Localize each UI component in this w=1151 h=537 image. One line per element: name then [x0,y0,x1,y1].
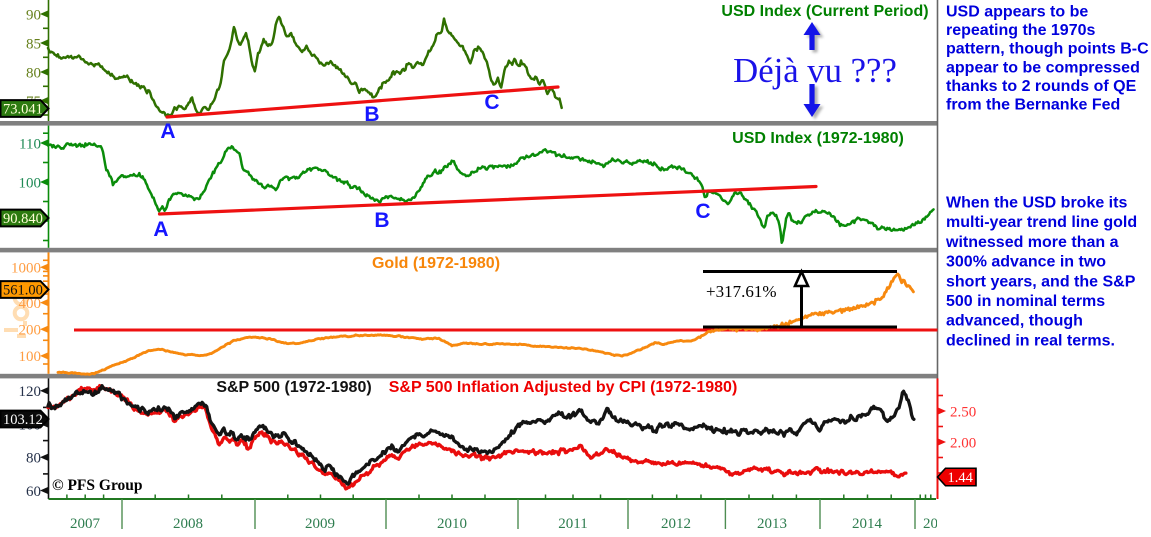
svg-text:400: 400 [19,296,42,312]
svg-text:100: 100 [19,349,42,365]
svg-text:500 in nominal terms: 500 in nominal terms [946,293,1105,310]
svg-text:appear to be compressed: appear to be compressed [946,59,1140,76]
svg-text:1.44: 1.44 [948,470,974,486]
svg-text:repeating the 1970s: repeating the 1970s [946,22,1096,39]
svg-text:S&P 500 Inflation Adjusted by: S&P 500 Inflation Adjusted by CPI (1972-… [389,379,738,396]
svg-text:2.00: 2.00 [950,435,976,451]
svg-text:B: B [374,209,389,232]
svg-text:120: 120 [19,384,42,400]
svg-text:2014: 2014 [852,516,883,532]
svg-text:USD Index (1972-1980): USD Index (1972-1980) [732,130,904,147]
svg-text:witnessed more than a: witnessed more than a [945,234,1119,251]
svg-text:2007: 2007 [70,516,101,532]
svg-text:2013: 2013 [757,516,787,532]
svg-text:60: 60 [26,484,41,500]
svg-text:B: B [364,103,379,126]
svg-text:from the Bernanke Fed: from the Bernanke Fed [946,97,1120,114]
svg-text:200: 200 [19,323,42,339]
svg-text:thanks to 2 rounds of QE: thanks to 2 rounds of QE [946,78,1137,95]
svg-text:C: C [695,200,710,223]
svg-text:S&P 500 (1972-1980): S&P 500 (1972-1980) [216,379,371,396]
svg-text:90: 90 [26,7,41,23]
svg-text:2009: 2009 [305,516,335,532]
svg-text:2.50: 2.50 [950,404,976,420]
svg-text:90.840: 90.840 [3,211,43,227]
svg-text:561.00: 561.00 [3,283,43,299]
svg-text:A: A [160,120,175,143]
svg-text:2012: 2012 [661,516,691,532]
svg-text:pattern, though points B-C: pattern, though points B-C [946,41,1149,58]
svg-text:short years, and the S&P: short years, and the S&P [946,273,1136,290]
svg-text:1000: 1000 [11,261,41,277]
svg-text:85: 85 [26,36,41,52]
svg-text:2010: 2010 [437,516,467,532]
svg-text:advanced, though: advanced, though [946,313,1083,330]
svg-text:A: A [153,218,168,241]
svg-text:73.041: 73.041 [3,102,43,118]
svg-text:2015: 2015 [923,516,953,532]
svg-text:USD appears to be: USD appears to be [946,4,1088,21]
svg-text:103.12: 103.12 [3,412,43,428]
svg-text:multi-year trend line gold: multi-year trend line gold [946,214,1137,231]
svg-text:2011: 2011 [558,516,587,532]
svg-text:Gold (1972-1980): Gold (1972-1980) [372,255,500,272]
svg-text:Déjà vu ???: Déjà vu ??? [733,51,897,90]
svg-text:+317.61%: +317.61% [706,282,777,301]
svg-text:C: C [484,91,499,114]
svg-text:© PFS Group: © PFS Group [52,477,143,494]
svg-text:100: 100 [19,175,42,191]
svg-text:When the USD broke its: When the USD broke its [946,195,1127,212]
svg-text:110: 110 [19,136,41,152]
svg-text:80: 80 [26,451,41,467]
svg-text:300% advance in two: 300% advance in two [946,254,1106,271]
svg-text:80: 80 [26,65,41,81]
svg-text:USD Index (Current Period): USD Index (Current Period) [721,3,928,20]
svg-text:2008: 2008 [173,516,203,532]
svg-text:declined in real terms.: declined in real terms. [946,332,1115,349]
